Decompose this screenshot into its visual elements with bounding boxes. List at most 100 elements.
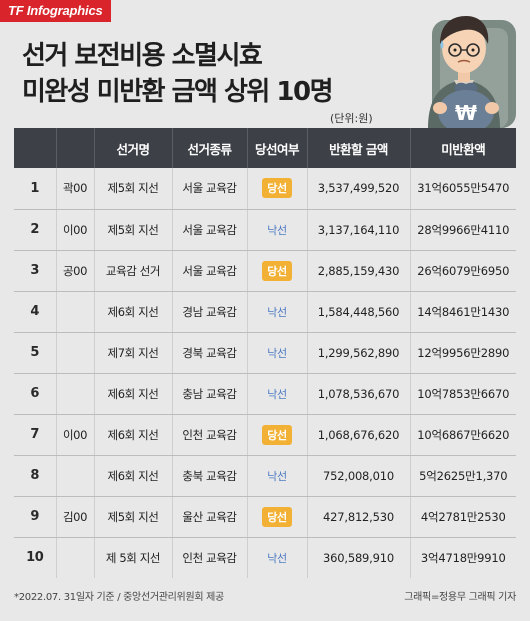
name-cell	[56, 455, 95, 497]
left-hand	[433, 102, 447, 114]
table-row: 8 제6회 지선 충북 교육감 낙선 752,008,010 5억2625만1,370	[14, 455, 516, 497]
rank-cell: 9	[14, 496, 57, 538]
header-unpaid: 미반환액	[410, 128, 516, 168]
refund-amount-cell: 1,068,676,620	[307, 414, 411, 456]
title-line-2: 미완성 미반환 금액 상위 10명	[22, 77, 334, 107]
person-face	[442, 23, 486, 73]
table-row: 2 이00 제5회 지선 서울 교육감 낙선 3,137,164,110 28억9966만4…	[14, 209, 516, 251]
header-election: 선거명	[94, 128, 173, 168]
name-cell	[56, 332, 95, 374]
header-refund: 반환할 금액	[307, 128, 411, 168]
rank-cell: 4	[14, 291, 57, 333]
result-cell: 낙선	[247, 373, 308, 415]
unpaid-amount-cell: 10억7853만6670	[410, 373, 516, 415]
money-bag-top	[454, 82, 478, 92]
name-cell: 이00	[56, 209, 95, 251]
type-cell: 서울 교육감	[172, 209, 248, 251]
election-cell: 제6회 지선	[94, 455, 173, 497]
unpaid-amount-cell: 3억4718만9910	[420, 550, 506, 565]
name-cell	[56, 537, 95, 578]
defeated-label: 낙선	[267, 551, 287, 565]
refund-amount-cell: 1,299,562,890	[307, 332, 411, 374]
refund-amount-cell: 427,812,530	[307, 496, 411, 538]
result-cell: 낙선	[247, 209, 308, 251]
type-cell: 경남 교육감	[172, 291, 248, 333]
refund-amount-cell: 360,589,910	[307, 537, 411, 578]
unpaid-amount-cell: 14억8461만1430	[410, 291, 516, 333]
type-cell: 인천 교육감	[172, 414, 248, 456]
table-row: 6 제6회 지선 충남 교육감 낙선 1,078,536,670 10억7853만6670	[14, 373, 516, 415]
election-cell: 제6회 지선	[94, 373, 173, 415]
unpaid-amount-cell: 12억9956만2890	[410, 332, 516, 374]
result-cell: 낙선	[247, 537, 308, 578]
election-cell: 제6회 지선	[94, 291, 173, 333]
table-row: 4 제6회 지선 경남 교육감 낙선 1,584,448,560 14억8461만1430	[14, 291, 516, 333]
unpaid-amount-cell: 5억2625만1,370	[410, 455, 516, 497]
money-bag-icon	[438, 90, 494, 128]
table-row: 3 공00 교육감 선거 서울 교육감 당선 2,885,159,430 26억6079만6…	[14, 250, 516, 292]
refund-amount-cell: 752,008,010	[307, 455, 411, 497]
person-hair	[440, 16, 489, 44]
title-line-1: 선거 보전비용 소멸시효	[22, 41, 263, 71]
type-cell: 서울 교육감	[172, 250, 248, 292]
rank-cell: 5	[14, 332, 57, 374]
defeated-label: 낙선	[267, 469, 287, 483]
header-name	[56, 128, 95, 168]
elected-badge: 당선	[262, 178, 292, 199]
table-row: 1 곽00 제5회 지선 서울 교육감 당선 3,537,499,520 31억6055만5…	[14, 168, 516, 210]
rank-cell: 8	[14, 455, 57, 497]
defeated-label: 낙선	[267, 223, 287, 237]
result-cell: 당선	[247, 496, 308, 538]
refund-amount-cell: 1,078,536,670	[307, 373, 411, 415]
elected-badge: 당선	[262, 424, 292, 445]
defeated-label: 낙선	[267, 346, 287, 360]
type-cell: 서울 교육감	[172, 168, 248, 210]
type-cell: 인천 교육감	[172, 537, 248, 578]
unpaid-amount-cell: 4억2781만2530	[410, 496, 516, 538]
table-row: 7 이00 제6회 지선 인천 교육감 당선 1,068,676,620 10억6867만6…	[14, 414, 516, 456]
brand-logo: TF Infographics	[0, 0, 111, 22]
election-cell: 제5회 지선	[94, 209, 173, 251]
result-cell: 당선	[247, 414, 308, 456]
table-body: 1 곽00 제5회 지선 서울 교육감 당선 3,537,499,520 31억6055만5…	[14, 168, 516, 578]
table-row: 5 제7회 지선 경북 교육감 낙선 1,299,562,890 12억9956만2890	[14, 332, 516, 374]
elected-badge: 당선	[262, 506, 292, 527]
election-cell: 제5회 지선	[94, 168, 173, 210]
unit-label: (단위:원)	[330, 112, 373, 125]
type-cell: 울산 교육감	[172, 496, 248, 538]
unpaid-amount-cell: 31억6055만5470	[410, 168, 516, 210]
graphic-credit: 그래픽=정용무 그래픽 기자	[404, 592, 516, 603]
name-cell	[56, 291, 95, 333]
right-hand	[485, 102, 499, 114]
sweat-drop	[440, 40, 444, 49]
result-cell: 당선	[247, 168, 308, 210]
defeated-label: 낙선	[267, 387, 287, 401]
won-symbol: ₩	[455, 101, 477, 125]
refund-table-container: 선거명 선거종류 당선여부 반환할 금액 미반환액 1 곽00 제5회 지선 서울 교…	[14, 128, 516, 578]
name-cell: 곽00	[56, 168, 95, 210]
type-cell: 충북 교육감	[172, 455, 248, 497]
refund-amount-cell: 2,885,159,430	[307, 250, 411, 292]
result-cell: 낙선	[247, 332, 308, 374]
election-cell: 제5회 지선	[94, 496, 173, 538]
election-cell: 교육감 선거	[94, 250, 173, 292]
source-note: *2022.07. 31일자 기준 / 중앙선거관리위원회 제공	[14, 592, 224, 603]
election-cell: 제 5회 지선	[94, 537, 173, 578]
name-cell: 김00	[56, 496, 95, 538]
refund-amount-cell: 1,584,448,560	[307, 291, 411, 333]
rank-cell: 1	[14, 168, 57, 210]
rank-cell: 10	[14, 537, 57, 578]
result-cell: 낙선	[247, 455, 308, 497]
rank-cell: 2	[14, 209, 57, 251]
table-row: 9 김00 제5회 지선 울산 교육감 당선 427,812,530 4억2781만2530	[14, 496, 516, 538]
refund-amount-cell: 3,137,164,110	[307, 209, 411, 251]
type-cell: 충남 교육감	[172, 373, 248, 415]
refund-amount-cell: 3,537,499,520	[307, 168, 411, 210]
page-title: 선거 보전비용 소멸시효 미완성 미반환 금액 상위 10명	[22, 38, 382, 110]
worried-person-with-money-bag-illustration: ₩	[428, 16, 516, 128]
header-rank	[14, 128, 57, 168]
rank-cell: 3	[14, 250, 57, 292]
table-row: 10 제 5회 지선 인천 교육감 낙선 360,589,910 3억4718만9910	[14, 537, 516, 578]
name-cell	[56, 373, 95, 415]
name-cell: 공00	[56, 250, 95, 292]
